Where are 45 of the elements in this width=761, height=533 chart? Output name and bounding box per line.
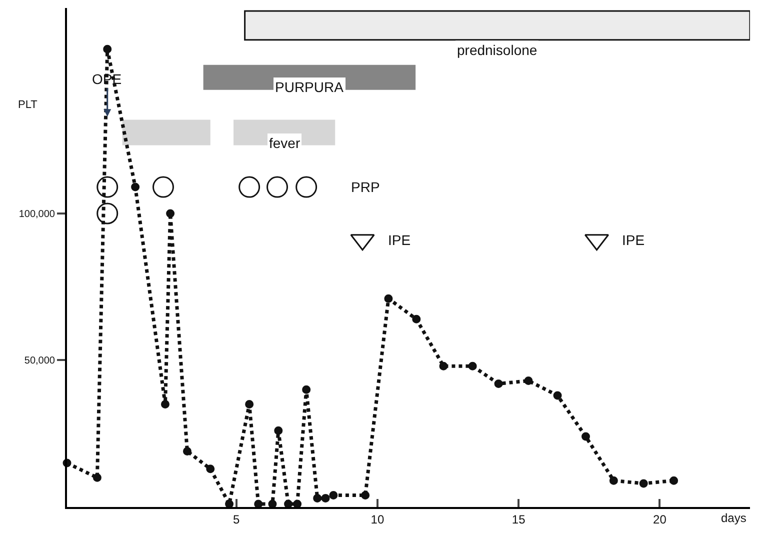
point — [92, 473, 102, 482]
point — [384, 294, 393, 303]
point — [361, 491, 370, 500]
annotation: IPE — [388, 232, 411, 248]
point — [609, 476, 618, 485]
x-tick-label: 5 — [232, 512, 240, 526]
point — [166, 209, 175, 218]
x-axis-title: days — [721, 511, 746, 525]
point — [266, 176, 288, 198]
point — [639, 479, 648, 488]
x-tick-label: 20 — [653, 512, 667, 526]
point — [439, 362, 448, 370]
point — [313, 494, 322, 502]
point — [553, 391, 562, 400]
point — [131, 182, 140, 192]
x-tick-label: 15 — [512, 512, 526, 526]
point — [103, 44, 112, 54]
point — [524, 376, 533, 386]
point — [670, 476, 678, 485]
band-label: fever — [269, 135, 300, 151]
point — [152, 176, 174, 198]
annotation: PRP — [351, 179, 380, 195]
point — [302, 385, 311, 394]
point — [245, 400, 254, 409]
point — [468, 362, 477, 370]
y-tick-label: 100,000 — [18, 208, 56, 220]
point — [96, 176, 118, 198]
y-axis-title: PLT — [18, 99, 38, 111]
point — [238, 176, 260, 198]
point — [296, 176, 318, 198]
x-tick-label: 10 — [370, 512, 384, 526]
point — [206, 464, 215, 474]
point — [274, 426, 283, 435]
y-tick-label: 50,000 — [24, 356, 56, 367]
point — [581, 432, 590, 441]
point — [412, 314, 421, 324]
point — [96, 202, 118, 224]
band-label: PURPURA — [275, 79, 344, 95]
point — [321, 494, 330, 502]
point — [329, 491, 338, 500]
band-label: prednisolone — [457, 42, 538, 58]
point — [182, 446, 192, 456]
annotation: IPE — [622, 232, 645, 248]
point — [160, 400, 170, 409]
point — [494, 379, 503, 388]
